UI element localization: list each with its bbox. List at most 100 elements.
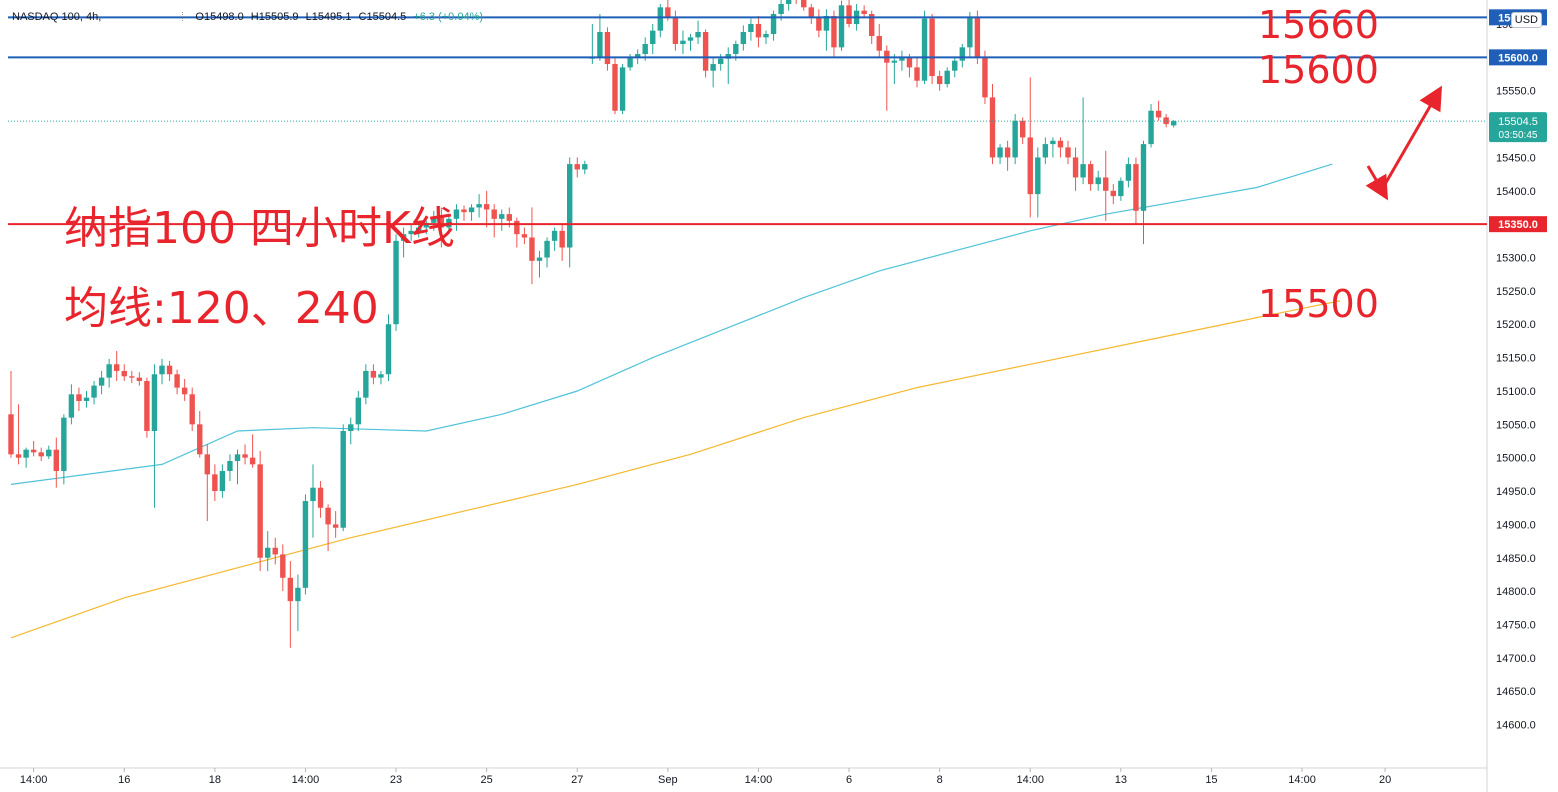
candle — [816, 9, 822, 38]
candle — [453, 204, 460, 231]
candle — [385, 314, 392, 381]
candle-body — [348, 424, 354, 431]
candle — [1110, 184, 1116, 205]
currency-selector[interactable]: USD — [1510, 12, 1542, 28]
x-tick-label: 14:00 — [292, 774, 320, 786]
candle-body — [740, 32, 747, 45]
candle — [461, 205, 467, 221]
candle-body — [204, 454, 210, 475]
candle — [1087, 160, 1094, 191]
candle — [348, 417, 354, 445]
candle — [544, 237, 550, 268]
candle — [144, 377, 150, 438]
candle-body — [544, 240, 550, 258]
candle — [431, 210, 437, 231]
candle-body — [8, 414, 14, 455]
candle-body — [295, 587, 301, 602]
candle-body — [665, 7, 671, 18]
candle — [151, 364, 158, 508]
candle-body — [514, 220, 520, 235]
y-tick-label: 15550.0 — [1496, 86, 1536, 98]
y-tick-label: 15300.0 — [1496, 253, 1536, 265]
candle-body — [1133, 164, 1139, 211]
candle-body — [114, 364, 120, 371]
candle-body — [136, 377, 143, 381]
candle — [1072, 147, 1079, 191]
candle — [1118, 177, 1124, 201]
candle — [1125, 157, 1132, 188]
candle — [280, 544, 286, 592]
candle — [989, 84, 996, 165]
candle — [514, 217, 520, 248]
x-tick-label: 14:00 — [1016, 774, 1044, 786]
candle — [959, 44, 965, 68]
y-tick-label: 14700.0 — [1496, 653, 1536, 665]
down-arrow-icon — [1365, 165, 1389, 201]
candle — [106, 358, 112, 388]
x-tick-label: 14:00 — [20, 774, 48, 786]
candle-body — [574, 164, 580, 170]
candle-body — [385, 324, 392, 375]
candle — [166, 360, 173, 381]
candle — [302, 494, 309, 595]
candle-body — [831, 15, 837, 48]
candle-body — [1027, 137, 1033, 195]
candle — [529, 207, 535, 285]
candle-body — [959, 47, 965, 61]
x-tick-label: 8 — [937, 774, 943, 786]
candle-body — [770, 13, 777, 35]
candle — [838, 0, 845, 51]
candle-body — [876, 36, 882, 51]
candle — [38, 447, 44, 462]
candle-body — [144, 380, 150, 431]
candle-body — [317, 487, 324, 508]
candle-body — [801, 0, 807, 8]
candle-body — [982, 57, 988, 98]
candle — [929, 13, 935, 85]
candle-body — [891, 60, 898, 63]
candle-body — [899, 57, 905, 61]
candle-body — [506, 214, 512, 221]
candle-body — [695, 32, 701, 38]
candle — [370, 364, 377, 385]
candle — [521, 227, 528, 245]
candle-body — [763, 34, 769, 38]
candle — [181, 378, 188, 401]
candle-body — [46, 449, 52, 457]
candle-body — [151, 374, 158, 431]
candle-body — [1057, 140, 1064, 148]
candle-body — [23, 449, 29, 458]
candle-body — [408, 230, 414, 235]
candle — [136, 372, 143, 386]
candle — [227, 454, 233, 482]
candle — [272, 537, 278, 565]
candle — [393, 234, 399, 331]
candle — [83, 390, 90, 408]
candle-body — [68, 394, 75, 418]
candle-body — [725, 54, 731, 59]
candle-body — [378, 374, 384, 378]
candle — [574, 157, 580, 178]
candle-body — [302, 501, 309, 588]
candle-body — [423, 222, 429, 228]
candle — [680, 30, 686, 55]
candle-body — [657, 7, 663, 31]
candle-body — [174, 374, 180, 388]
candle-body — [1042, 144, 1049, 158]
candle — [76, 387, 82, 411]
candle — [1057, 137, 1064, 158]
candle-body — [272, 547, 278, 555]
x-tick-label: 20 — [1379, 774, 1391, 786]
candle — [1042, 137, 1049, 165]
high-value: H15505.9 — [250, 11, 299, 23]
candle — [808, 3, 814, 24]
candle — [702, 29, 709, 78]
close-value: C15504.5 — [358, 11, 407, 23]
symbol-label[interactable]: NASDAQ 100, 4h, — [12, 11, 102, 23]
candle-body — [212, 474, 218, 492]
candle — [710, 57, 716, 88]
candle-body — [921, 18, 928, 81]
open-value: O15498.0 — [195, 11, 244, 23]
candle — [423, 220, 429, 235]
